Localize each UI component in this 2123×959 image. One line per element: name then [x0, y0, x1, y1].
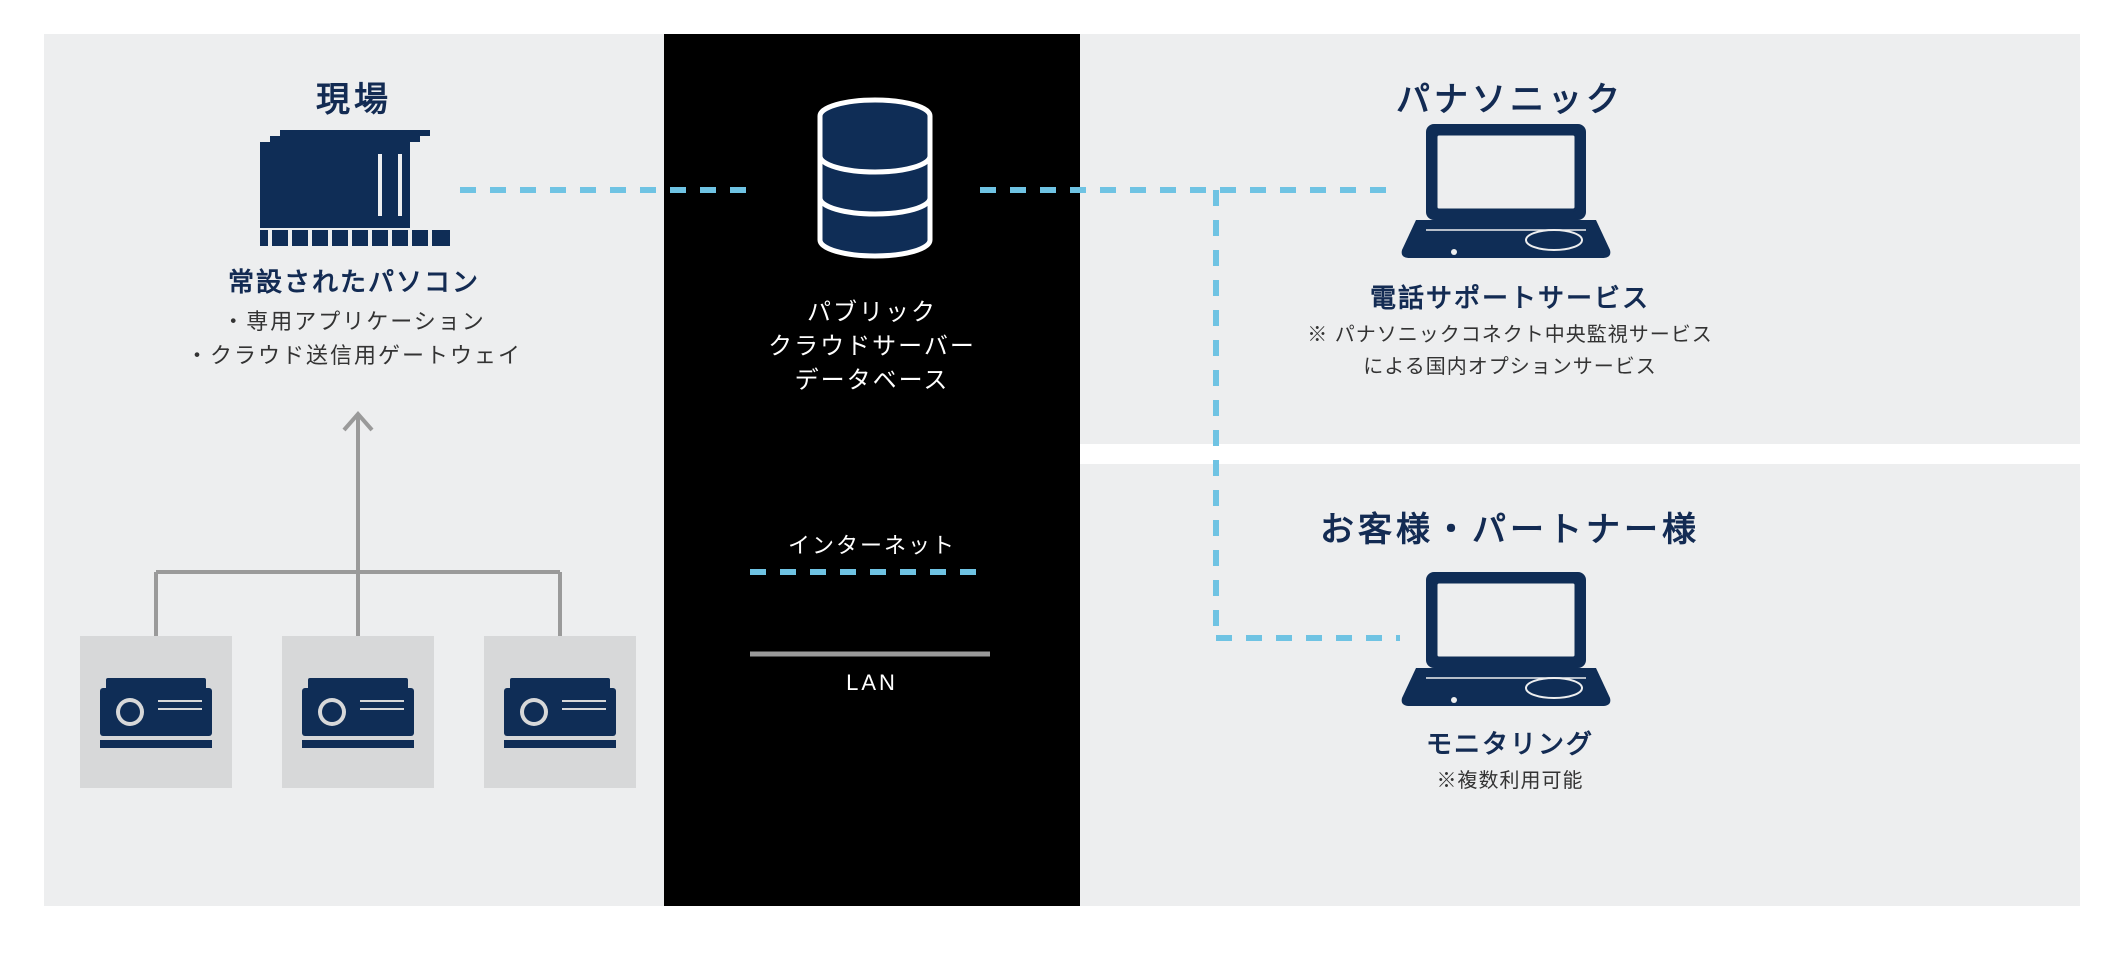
lan-arrow-icon: [344, 414, 372, 572]
cloud-label3: データベース: [664, 360, 1080, 395]
projector-box-1: [80, 636, 232, 788]
cloud-label1: パブリック: [664, 292, 1080, 327]
panasonic-title: パナソニック: [1080, 72, 1940, 121]
legend-solid-label: LAN: [664, 670, 1080, 696]
panasonic-note2: による国内オプションサービス: [1080, 350, 1940, 379]
customer-note: ※複数利用可能: [1080, 764, 1940, 793]
site-pc-note1: ・専用アプリケーション: [44, 304, 664, 336]
customer-laptop-icon: [1402, 572, 1611, 706]
site-pc-note2: ・クラウド送信用ゲートウェイ: [44, 338, 664, 370]
database-icon: [820, 100, 930, 256]
projector-box-3: [484, 636, 636, 788]
legend-dashed-label: インターネット: [664, 528, 1080, 560]
lan-tree: [156, 572, 560, 636]
cloud-label2: クラウドサーバー: [664, 326, 1080, 361]
diagram-svg: [0, 0, 2123, 959]
site-title: 現場: [44, 72, 664, 121]
projector-box-2: [282, 636, 434, 788]
server-rack-icon: [260, 130, 450, 246]
customer-label: モニタリング: [1080, 724, 1940, 761]
panasonic-label: 電話サポートサービス: [1080, 278, 1940, 315]
panasonic-note1: ※ パナソニックコネクト中央監視サービス: [1080, 318, 1940, 347]
customer-title: お客様・パートナー様: [1080, 502, 1940, 551]
panasonic-laptop-icon: [1402, 124, 1611, 258]
site-pc-label: 常設されたパソコン: [44, 262, 664, 299]
